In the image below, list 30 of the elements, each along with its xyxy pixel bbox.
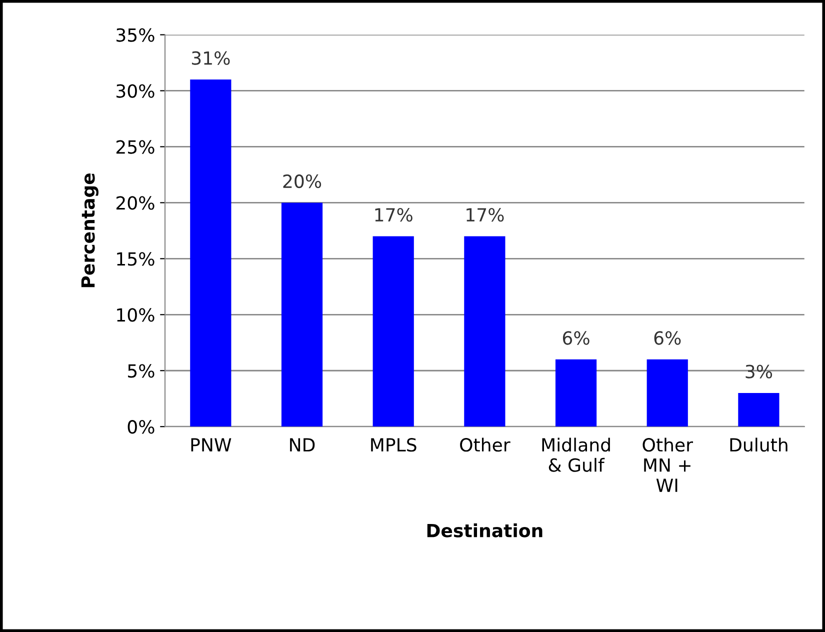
x-tick-label: MPLS: [371, 438, 416, 452]
data-label: 20%: [283, 174, 322, 188]
x-tick-label: ND: [290, 438, 315, 452]
data-label: 6%: [654, 331, 681, 345]
bar: [738, 393, 780, 427]
y-tick-label: 10%: [117, 308, 154, 322]
data-label: 6%: [562, 331, 590, 345]
x-tick-label: Duluth: [730, 438, 788, 452]
bar: [281, 202, 323, 427]
y-axis-title: Percentage: [81, 173, 98, 288]
y-tick-label: 30%: [116, 84, 154, 98]
y-tick-label: 15%: [117, 252, 154, 266]
data-label: 17%: [375, 208, 412, 222]
x-axis-title: Destination: [427, 523, 542, 538]
y-tick-label: 5%: [128, 364, 154, 378]
bar: [555, 359, 597, 427]
x-tick-label: Other: [460, 438, 510, 452]
y-tick-label: 25%: [116, 140, 154, 154]
data-label: 31%: [192, 51, 230, 65]
y-tick-label: 20%: [116, 196, 154, 210]
bar: [372, 236, 414, 427]
bar: [646, 359, 688, 427]
y-tick-label: 35%: [116, 28, 154, 42]
y-tick-label: 0%: [128, 420, 154, 434]
x-tick-label: PNW: [191, 438, 232, 452]
data-label: 17%: [466, 208, 504, 222]
bar: [464, 236, 506, 427]
x-tick-label: Other MN + WI: [642, 438, 693, 492]
x-tick-label: Midland & Gulf: [542, 438, 610, 472]
bar: [190, 80, 232, 427]
